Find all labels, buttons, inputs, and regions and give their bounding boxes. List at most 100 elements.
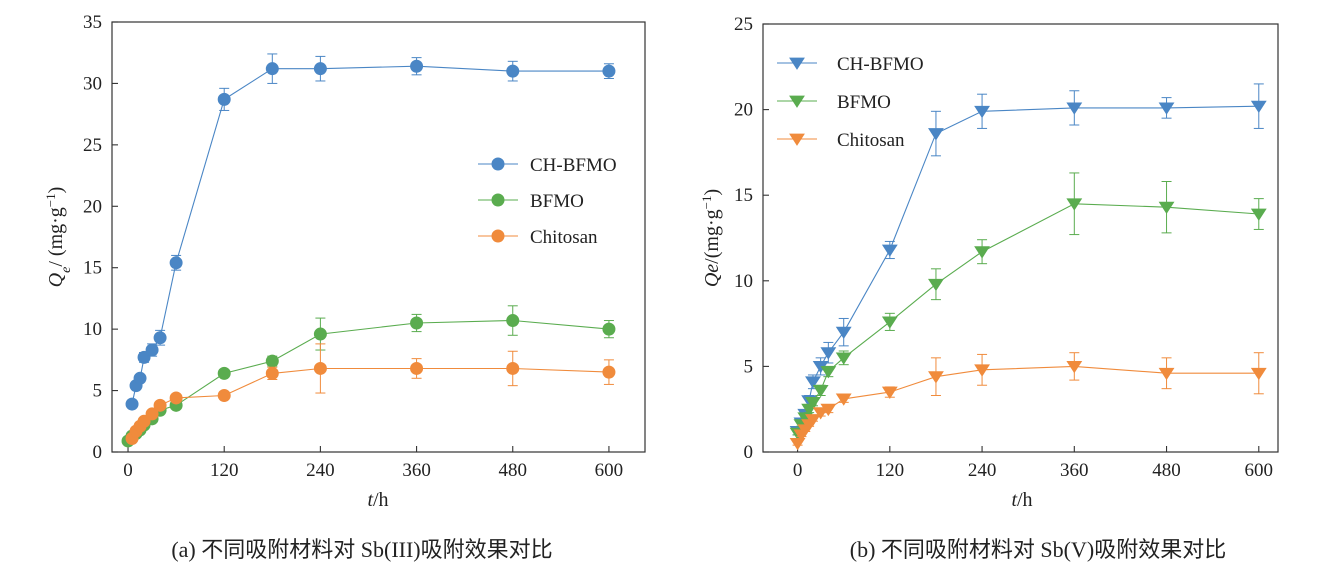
a-y-tick-label: 5 — [93, 381, 103, 402]
b-data-point — [835, 326, 852, 340]
a-data-point — [410, 361, 424, 375]
a-series-line — [127, 319, 609, 442]
a-series-chitosan — [125, 343, 616, 445]
a-caption: (a) 不同吸附材料对 Sb(III)吸附效果对比 — [171, 537, 552, 562]
a-series-ch-bfmo — [125, 53, 616, 411]
a-data-point — [133, 371, 147, 385]
a-legend-label: BFMO — [530, 191, 584, 212]
b-data-point — [1250, 367, 1267, 381]
a-x-tick-label: 360 — [402, 460, 431, 481]
a-plot-frame — [111, 21, 646, 453]
a-x-tick-label: 600 — [595, 460, 624, 481]
b-data-point — [1066, 361, 1083, 374]
b-data-point — [789, 438, 806, 451]
a-data-point — [125, 397, 139, 411]
b-x-tick-label: 600 — [1245, 460, 1274, 481]
a-legend-marker — [491, 229, 505, 243]
a-y-tick-label: 25 — [83, 135, 102, 156]
b-legend-marker — [789, 57, 805, 70]
a-data-point — [169, 391, 183, 405]
a-data-point — [265, 354, 279, 368]
a-x-tick-label: 0 — [123, 460, 133, 481]
a-x-tick-label: 480 — [499, 460, 528, 481]
a-y-tick-label: 15 — [83, 258, 102, 279]
a-data-point — [137, 414, 151, 428]
a-data-point — [506, 64, 520, 78]
b-data-point — [881, 244, 898, 257]
b-series-chitosan — [789, 352, 1267, 451]
a-data-point — [602, 322, 616, 336]
b-data-point — [1066, 198, 1083, 211]
a-data-point — [169, 256, 183, 270]
a-series-line — [131, 367, 609, 439]
b-data-point — [974, 364, 990, 377]
a-legend-label: Chitosan — [530, 227, 598, 248]
b-x-axis-label: t/h — [1011, 489, 1032, 511]
b-data-point — [835, 393, 852, 406]
b-legend-marker — [789, 95, 805, 108]
b-series-line — [797, 365, 1259, 444]
a-data-point — [410, 316, 424, 330]
b-x-tick-label: 240 — [968, 460, 997, 481]
a-y-tick-label: 35 — [83, 12, 102, 33]
a-data-point — [153, 331, 167, 345]
b-data-point — [881, 316, 898, 329]
b-data-point — [1158, 201, 1175, 215]
b-y-axis-label: Qe/(mg·g−1) — [699, 189, 724, 287]
a-data-point — [145, 407, 159, 421]
a-data-point — [602, 365, 616, 379]
b-x-tick-label: 360 — [1060, 460, 1089, 481]
b-data-point — [812, 407, 829, 420]
b-legend-label: CH-BFMO — [837, 54, 924, 75]
a-data-point — [410, 59, 424, 73]
a-data-point — [145, 343, 159, 357]
b-data-point — [820, 366, 837, 379]
a-data-point — [313, 62, 327, 76]
b-data-point — [1250, 208, 1267, 221]
a-data-point — [506, 314, 520, 328]
b-data-point — [820, 347, 837, 360]
a-data-point — [153, 398, 167, 412]
a-data-point — [265, 62, 279, 76]
b-data-point — [974, 105, 990, 119]
b-legend: CH-BFMO BFMO Chitosan — [777, 54, 924, 151]
a-data-point — [506, 361, 520, 375]
a-series-bfmo — [121, 305, 616, 448]
b-legend-label: Chitosan — [837, 130, 905, 151]
b-y-tick-label: 25 — [734, 14, 753, 35]
b-y-tick-label: 20 — [734, 100, 753, 121]
a-data-point — [217, 366, 231, 380]
a-x-axis-label: t/h — [367, 489, 388, 511]
b-series-line — [797, 203, 1259, 434]
b-data-point — [1158, 367, 1175, 381]
b-data-point — [1250, 100, 1267, 114]
a-y-axis-label: Qe/ (mg·g−1) — [43, 187, 74, 288]
b-data-point — [928, 128, 944, 141]
b-data-point — [1158, 102, 1175, 115]
a-legend-marker — [491, 157, 505, 171]
b-data-point — [881, 386, 898, 399]
a-x-tick-label: 240 — [306, 460, 335, 481]
a-legend-marker — [491, 193, 505, 207]
a-data-point — [137, 350, 151, 364]
a-data-point — [313, 327, 327, 341]
b-y-tick-label: 0 — [744, 442, 754, 463]
a-y-tick-label: 30 — [83, 73, 102, 94]
b-x-tick-label: 120 — [876, 460, 905, 481]
a-y-tick-label: 0 — [93, 442, 103, 463]
b-y-tick-label: 15 — [734, 185, 753, 206]
b-data-point — [835, 352, 852, 365]
b-data-point — [974, 246, 990, 259]
b-data-point — [928, 278, 944, 292]
b-caption: (b) 不同吸附材料对 Sb(V)吸附效果对比 — [850, 537, 1226, 562]
b-y-tick-label: 10 — [734, 271, 753, 292]
b-data-point — [928, 371, 944, 384]
chart-b-sb5-adsorption: 0 120 240 360 480 600 0 5 10 15 20 25 t/h Qe/(mg·g−1)… — [699, 14, 1279, 562]
b-series-line — [797, 105, 1259, 432]
b-data-point — [805, 414, 821, 427]
a-data-point — [217, 388, 231, 402]
b-data-point — [812, 384, 829, 398]
a-data-point — [313, 361, 327, 375]
a-data-point — [602, 64, 616, 78]
